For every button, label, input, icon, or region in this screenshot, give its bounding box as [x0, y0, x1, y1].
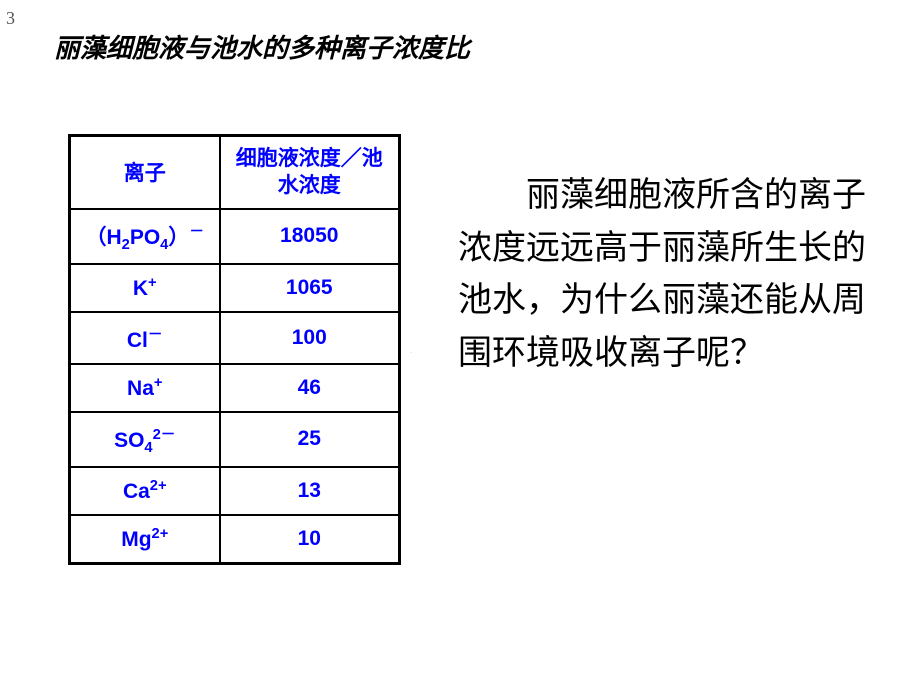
ion-concentration-table: 离子 细胞液浓度／池水浓度 （H2PO4）－18050K+1065Cl－100N… — [68, 134, 401, 565]
watermark-dot: . — [410, 345, 413, 356]
table-row: SO42－25 — [70, 412, 400, 467]
ion-cell: Mg2+ — [70, 515, 220, 564]
value-cell: 1065 — [220, 264, 400, 312]
table-row: Mg2+10 — [70, 515, 400, 564]
ion-cell: （H2PO4）－ — [70, 209, 220, 264]
value-cell: 100 — [220, 312, 400, 364]
table-row: Na+46 — [70, 364, 400, 412]
ion-cell: Cl－ — [70, 312, 220, 364]
page-title: 丽藻细胞液与池水的多种离子浓度比 — [54, 28, 470, 65]
ion-cell: SO42－ — [70, 412, 220, 467]
table-row: K+1065 — [70, 264, 400, 312]
ion-cell: K+ — [70, 264, 220, 312]
value-cell: 25 — [220, 412, 400, 467]
table-row: Ca2+13 — [70, 467, 400, 515]
table-header-ion: 离子 — [70, 136, 220, 209]
table-row: （H2PO4）－18050 — [70, 209, 400, 264]
table-row: Cl－100 — [70, 312, 400, 364]
ion-cell: Na+ — [70, 364, 220, 412]
page-number: 3 — [6, 8, 15, 29]
explanation-paragraph: 丽藻细胞液所含的离子浓度远远高于丽藻所生长的池水，为什么丽藻还能从周围环境吸收离… — [458, 170, 868, 381]
value-cell: 10 — [220, 515, 400, 564]
value-cell: 18050 — [220, 209, 400, 264]
table-header-ratio: 细胞液浓度／池水浓度 — [220, 136, 400, 209]
ion-cell: Ca2+ — [70, 467, 220, 515]
value-cell: 13 — [220, 467, 400, 515]
value-cell: 46 — [220, 364, 400, 412]
table-body: （H2PO4）－18050K+1065Cl－100Na+46SO42－25Ca2… — [70, 209, 400, 564]
